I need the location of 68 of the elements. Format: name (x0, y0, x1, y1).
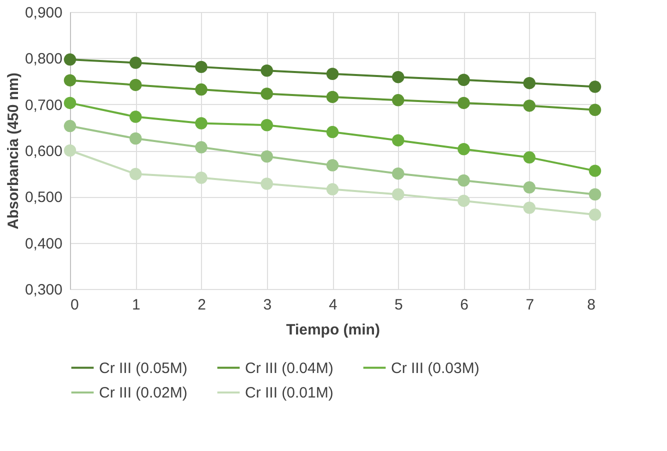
point (64, 144, 76, 157)
point (588, 164, 602, 177)
point (458, 143, 470, 156)
legend-label: Cr III (0.02M) (99, 384, 188, 402)
point (130, 78, 142, 92)
point (588, 208, 602, 221)
y-tick-label: 0,600 (24, 143, 62, 160)
point (130, 110, 142, 123)
point (523, 151, 536, 164)
point (195, 60, 208, 74)
point (130, 132, 142, 145)
point (130, 56, 142, 69)
point (458, 174, 470, 187)
point (523, 76, 536, 90)
point (195, 83, 208, 96)
x-tick-label: 7 (526, 296, 534, 314)
point (260, 150, 273, 163)
point (64, 120, 76, 132)
y-axis-title: Absorbancia (450 nm) (4, 72, 22, 230)
x-tick-label: 4 (328, 296, 338, 314)
x-tick-label: 0 (70, 296, 79, 314)
point (326, 90, 339, 104)
point (392, 70, 404, 84)
point (64, 74, 76, 86)
x-tick-label: 5 (394, 296, 403, 314)
y-tick-label: 0,300 (24, 282, 62, 298)
point (588, 104, 602, 116)
point (392, 94, 404, 106)
legend-label: Cr III (0.04M) (245, 360, 334, 377)
point (523, 181, 536, 194)
point (523, 100, 536, 112)
x-tick-label: 3 (263, 296, 272, 314)
point (64, 96, 76, 110)
point (458, 194, 470, 207)
legend-label: Cr III (0.05M) (99, 360, 188, 377)
x-axis-title: Tiempo (min) (286, 322, 380, 338)
y-tick-label: 0,700 (24, 96, 62, 114)
point (326, 126, 339, 138)
point (392, 167, 404, 180)
x-tick-label: 8 (587, 296, 596, 314)
point (326, 68, 339, 80)
y-tick-label: 0,800 (24, 50, 62, 68)
point (195, 172, 208, 184)
point (195, 117, 208, 130)
point (64, 53, 76, 66)
point (260, 178, 273, 190)
point (588, 80, 602, 93)
point (458, 96, 470, 110)
y-tick-label: 0,500 (24, 189, 62, 206)
legend-label: Cr III (0.01M) (245, 384, 334, 402)
point (588, 188, 602, 200)
point (260, 88, 273, 100)
point (130, 168, 142, 180)
point (260, 118, 273, 132)
point (392, 134, 404, 146)
x-tick-label: 1 (132, 296, 140, 314)
point (326, 183, 339, 196)
x-tick-label: 6 (460, 296, 468, 314)
x-tick-label: 2 (198, 296, 206, 314)
legend-label: Cr III (0.03M) (391, 360, 480, 377)
point (195, 141, 208, 154)
point (260, 64, 273, 77)
y-tick-label: 0,900 (24, 4, 62, 22)
point (458, 74, 470, 86)
point (523, 202, 536, 214)
point (392, 188, 404, 200)
point (326, 159, 339, 172)
y-tick-label: 0,400 (24, 235, 62, 252)
